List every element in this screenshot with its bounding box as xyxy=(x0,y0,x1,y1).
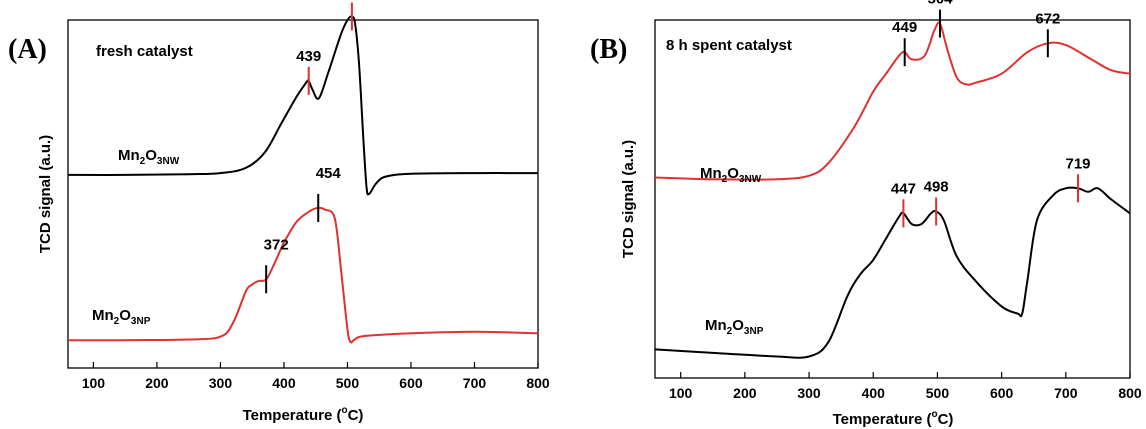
peak-label: 447 xyxy=(891,180,916,197)
peak-label: 719 xyxy=(1065,155,1090,172)
x-tick-label: 100 xyxy=(82,375,106,391)
x-tick-label: 400 xyxy=(862,385,886,401)
series-line-mn2o3np xyxy=(654,186,1131,359)
panel-b-ylabel: TCD signal (a.u.) xyxy=(620,140,637,258)
peak-label: 504 xyxy=(927,0,953,8)
panel-b-chart: (B) 8 h spent catalyst 100 200 300 400 500 60… xyxy=(590,0,1142,428)
panel-a-annotation: fresh catalyst xyxy=(96,43,193,60)
panel-a-ticks: 100 200 300 400 500 600 700 800 xyxy=(82,362,550,391)
panel-a-series xyxy=(67,15,539,344)
x-tick-label: 100 xyxy=(669,385,693,401)
panel-a-series-label-nw: Mn2O3NW xyxy=(118,147,180,167)
panel-a-ylabel: TCD signal (a.u.) xyxy=(37,135,54,253)
x-tick-label: 200 xyxy=(145,375,169,391)
panel-b-annotation: 8 h spent catalyst xyxy=(666,37,792,54)
x-tick-label: 300 xyxy=(797,385,821,401)
panel-b-letter: (B) xyxy=(590,34,627,65)
x-tick-label: 700 xyxy=(463,375,487,391)
peak-label: 372 xyxy=(264,236,289,253)
peak-label: 454 xyxy=(316,165,342,182)
x-tick-label: 700 xyxy=(1054,385,1078,401)
x-tick-label: 500 xyxy=(926,385,950,401)
panel-b-xlabel: Temperature (oC) xyxy=(833,409,954,428)
peak-label: 498 xyxy=(924,179,949,196)
peak-label: 507 xyxy=(339,0,364,1)
x-tick-label: 800 xyxy=(526,375,550,391)
panel-a-peaks: 439 507 372 454 xyxy=(264,0,364,294)
peak-label: 449 xyxy=(892,19,917,36)
panel-b-series-label-np: Mn2O3NP xyxy=(705,317,764,337)
x-tick-label: 600 xyxy=(990,385,1014,401)
x-tick-label: 500 xyxy=(336,375,360,391)
panel-a-chart: (A) fresh catalyst 100 200 300 400 500 600 700… xyxy=(8,0,550,424)
peak-label: 439 xyxy=(296,48,321,65)
panel-a-plot-frame xyxy=(67,19,539,369)
peak-label: 672 xyxy=(1035,10,1060,27)
series-line-mn2o3np xyxy=(67,206,539,344)
panel-b-peaks: 449 504 672 447 498 719 xyxy=(891,0,1091,228)
series-line-mn2o3nw xyxy=(67,15,539,196)
x-tick-label: 300 xyxy=(209,375,233,391)
panel-b-series-label-nw: Mn2O3NW xyxy=(700,165,762,185)
panel-a-series-label-np: Mn2O3NP xyxy=(92,307,151,327)
panel-b-plot-frame xyxy=(654,19,1131,379)
x-tick-label: 800 xyxy=(1118,385,1142,401)
x-tick-label: 200 xyxy=(733,385,757,401)
x-tick-label: 600 xyxy=(399,375,423,391)
x-tick-label: 400 xyxy=(272,375,296,391)
panel-b-ticks: 100 200 300 400 500 600 700 800 xyxy=(669,372,1142,401)
panel-a-letter: (A) xyxy=(8,34,47,65)
panel-a-xlabel: Temperature (oC) xyxy=(243,405,364,424)
